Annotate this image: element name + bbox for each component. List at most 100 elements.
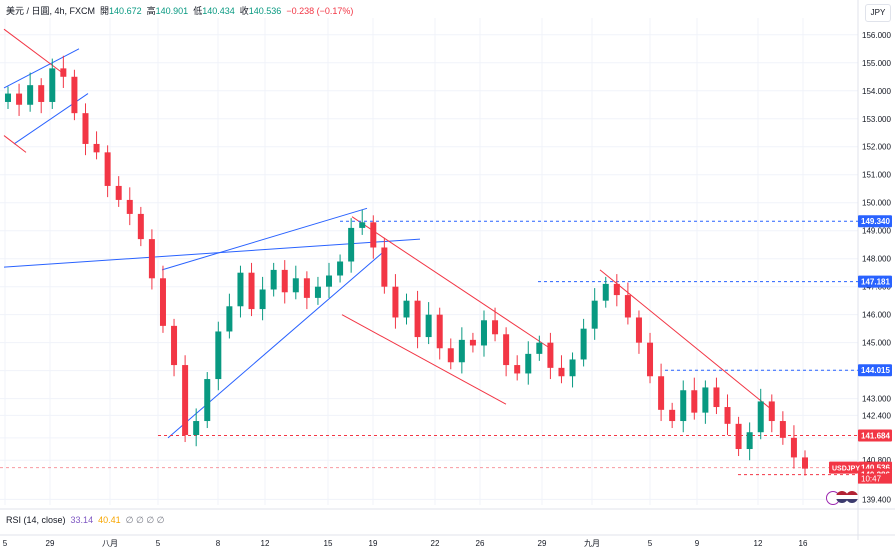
x-tick-label: 5: [3, 539, 8, 548]
candle-body: [802, 457, 808, 469]
candle-body: [159, 278, 166, 326]
trendline: [341, 314, 507, 405]
candle-body: [348, 227, 355, 262]
candle-body: [591, 300, 598, 329]
price-label-text: 140.536: [861, 464, 890, 473]
x-tick-label: 8: [216, 539, 221, 548]
candle-body: [580, 328, 587, 360]
trendline: [161, 207, 368, 271]
candle-body: [447, 348, 454, 363]
price-label-box: [858, 429, 892, 442]
price-label-text: 147.181: [861, 278, 890, 287]
candle-body: [768, 401, 775, 422]
candle-body: [5, 93, 11, 102]
high-label: 高: [146, 6, 156, 16]
candle-body: [303, 278, 310, 298]
trendline: [3, 135, 27, 153]
candle-body: [171, 325, 178, 366]
symbol-tag-text: USDJPY: [832, 466, 860, 473]
x-tick-label: 12: [754, 539, 763, 548]
trendline: [3, 238, 421, 268]
change-value: −0.238 (−0.17%): [286, 6, 354, 16]
symbol-label: 美元 / 日圓, 4h, FXCM: [6, 6, 96, 16]
x-tick-label: 26: [476, 539, 485, 548]
rsi-value-1: 33.14: [70, 515, 94, 525]
candle-body: [713, 387, 720, 408]
x-tick-label: 9: [695, 539, 700, 548]
candle-body: [193, 421, 200, 436]
candle-body: [536, 342, 543, 354]
candle-body: [49, 68, 56, 102]
candle-body: [326, 275, 333, 287]
x-tick-label: 29: [538, 539, 547, 548]
candle-body: [381, 247, 388, 287]
candle-body: [414, 300, 421, 338]
trendline: [351, 216, 551, 349]
price-label-box: [858, 364, 892, 377]
candle-body: [403, 300, 410, 318]
candle-body: [93, 143, 100, 153]
y-tick-label: 156.000: [862, 31, 891, 40]
candle-body: [480, 320, 487, 346]
candle-body: [237, 272, 244, 307]
event-flag-us-2[interactable]: [846, 491, 858, 503]
candle-body: [492, 320, 499, 335]
open-value: 140.672: [109, 6, 142, 16]
candle-body: [525, 353, 532, 374]
candle-body: [469, 339, 476, 346]
candle-body: [215, 331, 222, 380]
x-tick-label: 八月: [102, 539, 118, 548]
candle-body: [514, 365, 521, 374]
candle-body: [735, 423, 742, 450]
candle-body: [746, 432, 753, 450]
price-label-box: [858, 275, 892, 288]
x-tick-label: 16: [799, 539, 808, 548]
candle-body: [702, 387, 709, 413]
y-tick-label: 153.000: [862, 115, 891, 124]
currency-button[interactable]: JPY: [865, 4, 891, 22]
y-tick-label: 142.400: [862, 411, 891, 420]
y-tick-label: 149.000: [862, 227, 891, 236]
y-tick-label: 148.000: [862, 255, 891, 264]
candle-body: [314, 286, 321, 298]
candle-body: [126, 199, 133, 214]
close-label: 收: [239, 6, 249, 16]
candle-body: [182, 365, 189, 436]
candle-body: [337, 261, 344, 276]
candle-body: [757, 401, 764, 433]
x-tick-label: 15: [324, 539, 333, 548]
price-label-text: 141.684: [861, 431, 890, 440]
x-tick-label: 九月: [584, 539, 600, 548]
candle-body: [436, 314, 443, 349]
symbol-tag-box: [829, 461, 858, 474]
y-tick-label: 146.000: [862, 311, 891, 320]
x-tick-label: 29: [46, 539, 55, 548]
candle-body: [292, 278, 299, 293]
rsi-value-2: 40.41: [98, 515, 121, 525]
y-tick-label: 155.000: [862, 59, 891, 68]
low-label: 低: [193, 6, 203, 16]
y-tick-label: 151.000: [862, 171, 891, 180]
candle-body: [547, 342, 554, 368]
candle-body: [60, 68, 67, 77]
candle-body: [204, 379, 211, 422]
candle-body: [779, 421, 786, 438]
low-value: 140.434: [202, 6, 235, 16]
candle-body: [647, 342, 654, 377]
candle-body: [148, 239, 155, 279]
candle-body: [680, 390, 687, 422]
open-label: 開: [100, 6, 110, 16]
candle-body: [16, 93, 23, 105]
price-label-text: 149.340: [861, 217, 890, 226]
trendline: [599, 269, 773, 411]
candle-body: [27, 85, 34, 105]
candle-body: [569, 359, 576, 377]
candle-body: [724, 407, 731, 424]
countdown-box: [858, 473, 892, 484]
x-tick-label: 5: [156, 539, 161, 548]
candle-body: [458, 339, 465, 363]
candle-body: [370, 222, 377, 248]
candle-body: [669, 409, 676, 422]
event-flag-us-1[interactable]: [836, 491, 848, 503]
